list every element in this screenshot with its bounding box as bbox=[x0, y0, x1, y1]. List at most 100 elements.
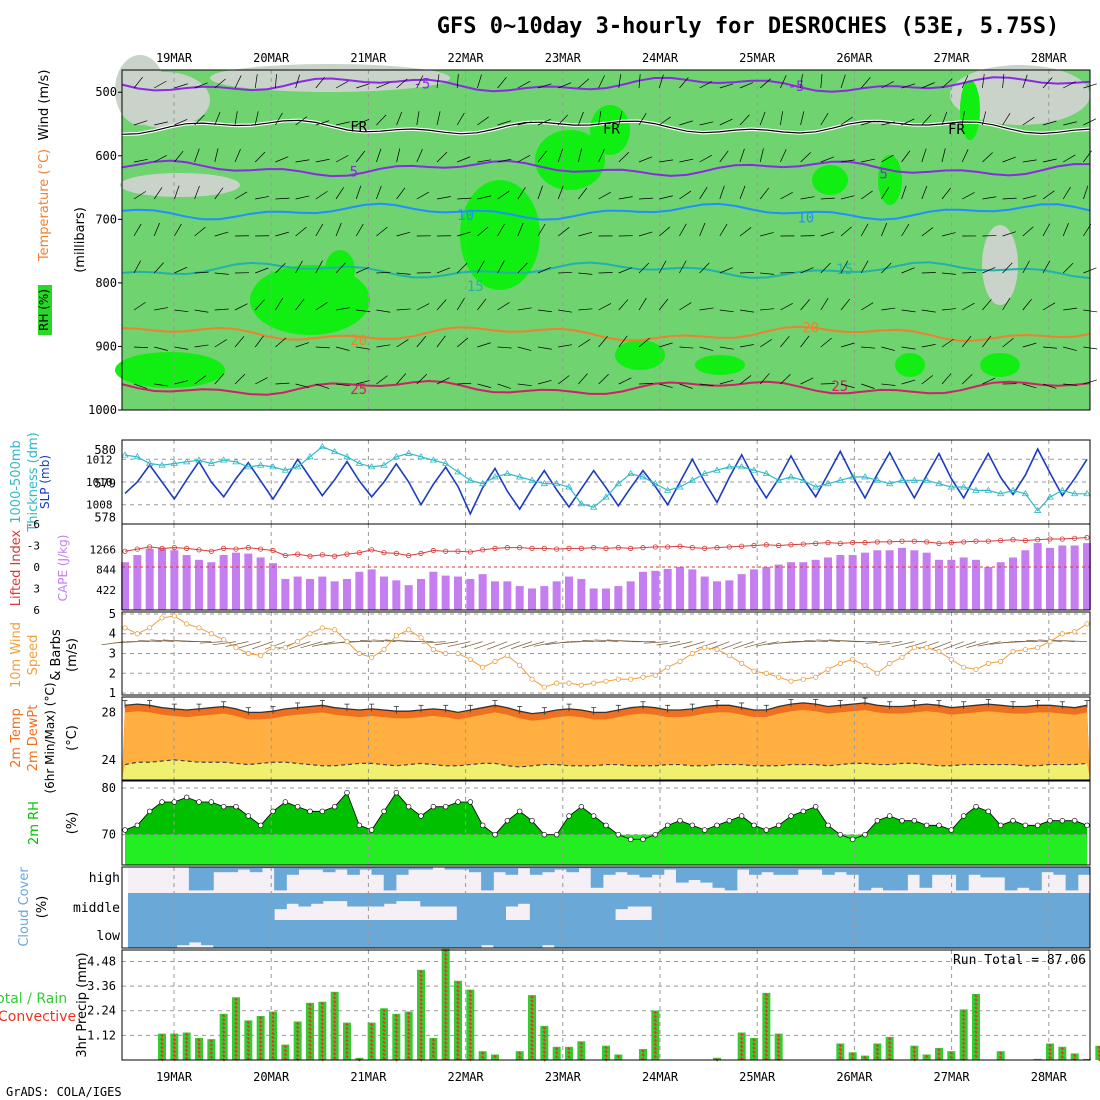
rh-point bbox=[541, 831, 548, 838]
thickness-point bbox=[663, 486, 672, 493]
cloud-bar-low bbox=[688, 920, 701, 948]
cloud-bar-high bbox=[761, 867, 774, 873]
precip-convective-stripe bbox=[406, 1027, 411, 1032]
wind-barb bbox=[1042, 346, 1057, 349]
li-tick-label: 3 bbox=[33, 583, 40, 596]
cloud-bar-middle bbox=[152, 893, 166, 920]
wind-barb bbox=[557, 148, 564, 163]
cloud-bar-middle bbox=[347, 893, 360, 907]
precip-convective-stripe bbox=[838, 1043, 843, 1048]
dewpoint-line bbox=[124, 759, 1088, 768]
wind-barb bbox=[396, 339, 409, 348]
wind-barb bbox=[860, 190, 873, 200]
precip-bar-total bbox=[873, 1043, 882, 1060]
precip-convective-stripe bbox=[419, 986, 423, 990]
rh-point bbox=[356, 822, 363, 829]
cloud-bar-middle bbox=[456, 893, 470, 920]
precip-convective-stripe bbox=[530, 1007, 534, 1011]
wind-barb bbox=[457, 156, 471, 163]
wind-barb bbox=[800, 196, 815, 200]
precip-convective-stripe bbox=[961, 1041, 966, 1046]
temp-tick-label: 28 bbox=[102, 705, 116, 719]
lifted-index-point bbox=[319, 552, 325, 558]
cloud-bar-low bbox=[797, 920, 811, 948]
wind-speed-point bbox=[159, 615, 165, 621]
cloud-bar-low bbox=[1077, 920, 1091, 948]
cloud-unit-label: (%) bbox=[35, 896, 50, 919]
precip-convective-stripe bbox=[406, 1039, 411, 1044]
wind-barb bbox=[760, 232, 774, 237]
cape-bar bbox=[787, 562, 795, 610]
cloud-bar-middle bbox=[1053, 893, 1067, 920]
lifted-index-point bbox=[147, 544, 153, 550]
cape-bar bbox=[306, 578, 314, 610]
wind-barb bbox=[840, 195, 855, 200]
lifted-index-point bbox=[603, 545, 609, 551]
precip-convective-stripe bbox=[974, 1018, 978, 1022]
wind-barb bbox=[780, 272, 795, 274]
precip-convective-stripe bbox=[653, 1014, 658, 1019]
lifted-index-point bbox=[270, 547, 276, 554]
rh-point bbox=[800, 808, 807, 815]
wind-barb bbox=[275, 262, 286, 274]
cloud-bar-middle bbox=[724, 893, 738, 920]
lifted-index-point bbox=[702, 545, 708, 551]
wind-barb bbox=[315, 383, 330, 389]
thickness-point bbox=[182, 458, 191, 465]
wind-barb bbox=[739, 148, 745, 163]
wind-barb bbox=[1042, 260, 1051, 274]
wind-speed-line bbox=[124, 615, 1088, 688]
lifted-index-point bbox=[652, 544, 658, 550]
thickness-point bbox=[947, 483, 956, 490]
cloud-bar-low bbox=[907, 920, 921, 948]
precip-convective-stripe bbox=[308, 1015, 312, 1019]
cloud-bar-high bbox=[992, 867, 1006, 878]
thickness-point bbox=[170, 459, 179, 466]
wind-barb bbox=[659, 383, 673, 389]
cloud-bar-middle bbox=[261, 893, 275, 920]
precip-convective-stripe bbox=[739, 1052, 744, 1057]
precip-convective-stripe bbox=[160, 1041, 164, 1046]
precip-convective-stripe bbox=[184, 1044, 189, 1049]
wind-barb bbox=[214, 187, 224, 200]
precip-convective-stripe bbox=[764, 1009, 769, 1013]
wind-barb-10m bbox=[372, 639, 397, 642]
wind-speed-point bbox=[356, 650, 362, 657]
lifted-index-point bbox=[307, 553, 313, 559]
wind-barb bbox=[537, 379, 552, 385]
precip-convective-stripe bbox=[752, 1050, 756, 1054]
precip-convective-stripe bbox=[419, 982, 423, 986]
precip-convective-stripe bbox=[468, 1029, 473, 1034]
wind-barb bbox=[154, 80, 167, 89]
wind-barb bbox=[133, 191, 146, 200]
precip-convective-stripe bbox=[184, 1040, 189, 1045]
precip-bar-total bbox=[848, 1052, 857, 1060]
rh-point bbox=[331, 803, 338, 810]
precip-convective-stripe bbox=[530, 995, 534, 999]
precip-convective-stripe bbox=[431, 1046, 436, 1050]
thickness-point bbox=[1070, 489, 1079, 497]
precip-convective-stripe bbox=[345, 1030, 349, 1035]
wind-barb bbox=[315, 302, 328, 311]
wind-barb bbox=[1062, 222, 1069, 237]
precip-convective-stripe bbox=[345, 1042, 349, 1047]
precip-convective-stripe bbox=[604, 1053, 608, 1058]
wind-barb bbox=[961, 111, 965, 126]
wind-speed-point bbox=[393, 633, 399, 639]
wind-barb bbox=[800, 111, 805, 126]
thickness-point bbox=[700, 469, 709, 477]
precip-convective-stripe bbox=[1097, 1053, 1100, 1058]
li-tick-label: -3 bbox=[27, 540, 40, 553]
wind-barb bbox=[719, 309, 734, 313]
contour-label: FR bbox=[350, 120, 367, 136]
wind-barb bbox=[396, 187, 406, 200]
precip-convective-stripe bbox=[443, 1041, 448, 1045]
contour-label: 20 bbox=[350, 333, 367, 349]
wind-barb bbox=[275, 382, 290, 385]
precip-convective-stripe bbox=[542, 1026, 547, 1030]
precip-convective-stripe bbox=[974, 1046, 978, 1050]
chart-title: GFS 0~10day 3-hourly for DESROCHES (53E,… bbox=[437, 14, 1060, 39]
wind-barb bbox=[234, 336, 245, 348]
cape-bar bbox=[688, 569, 697, 610]
precip-convective-stripe bbox=[1060, 1047, 1065, 1051]
